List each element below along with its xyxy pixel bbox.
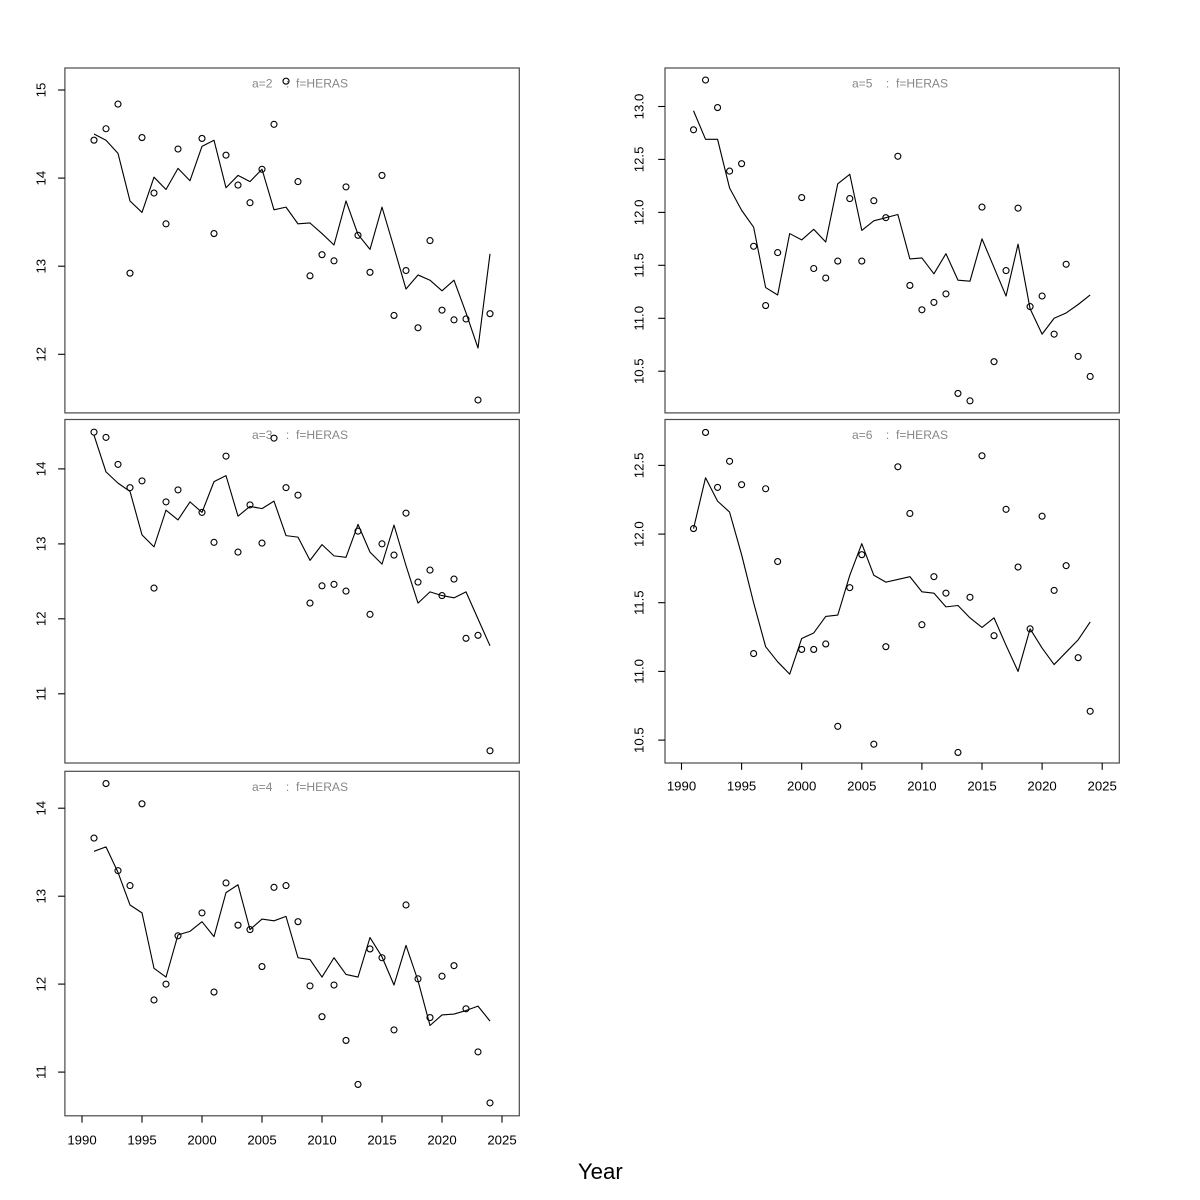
svg-text:2015: 2015	[367, 1132, 396, 1147]
svg-text:15: 15	[34, 83, 49, 98]
svg-text:13.0: 13.0	[632, 94, 647, 120]
svg-text:a=6 : f=HERAS: a=6 : f=HERAS	[852, 428, 948, 442]
svg-text:12: 12	[34, 347, 49, 362]
svg-text:10.5: 10.5	[632, 358, 647, 384]
svg-text:2010: 2010	[907, 779, 936, 794]
svg-text:13: 13	[34, 259, 49, 274]
svg-text:1990: 1990	[67, 1132, 96, 1147]
svg-text:11.0: 11.0	[632, 659, 647, 684]
svg-text:12: 12	[34, 611, 49, 626]
svg-text:11: 11	[34, 1065, 49, 1079]
svg-text:2020: 2020	[1027, 779, 1056, 794]
svg-text:2005: 2005	[847, 779, 876, 794]
svg-text:11.5: 11.5	[632, 590, 647, 615]
svg-text:13: 13	[34, 537, 49, 552]
svg-text:Year: Year	[578, 1159, 623, 1184]
svg-text:2005: 2005	[247, 1132, 276, 1147]
svg-text:11: 11	[34, 687, 49, 701]
svg-text:13: 13	[34, 889, 49, 904]
svg-text:1995: 1995	[727, 779, 756, 794]
svg-text:12: 12	[34, 977, 49, 992]
svg-text:12.5: 12.5	[632, 147, 647, 173]
svg-text:2025: 2025	[487, 1132, 516, 1147]
svg-text:1990: 1990	[667, 779, 696, 794]
svg-text:2010: 2010	[307, 1132, 336, 1147]
svg-text:11.5: 11.5	[632, 253, 647, 278]
svg-text:2000: 2000	[187, 1132, 216, 1147]
svg-text:12.0: 12.0	[632, 521, 647, 547]
svg-text:2025: 2025	[1088, 779, 1117, 794]
svg-text:14: 14	[34, 801, 49, 816]
svg-text:2000: 2000	[787, 779, 816, 794]
svg-text:2020: 2020	[427, 1132, 456, 1147]
svg-text:14: 14	[34, 462, 49, 477]
svg-text:12.0: 12.0	[632, 200, 647, 226]
svg-text:10.5: 10.5	[632, 727, 647, 753]
svg-text:a=3 : f=HERAS: a=3 : f=HERAS	[252, 428, 348, 442]
svg-text:2015: 2015	[967, 779, 996, 794]
svg-text:11.0: 11.0	[632, 306, 647, 331]
svg-text:1995: 1995	[127, 1132, 156, 1147]
svg-text:a=4 : f=HERAS: a=4 : f=HERAS	[252, 780, 348, 794]
svg-text:a=5 : f=HERAS: a=5 : f=HERAS	[852, 77, 948, 91]
svg-text:14: 14	[34, 171, 49, 186]
svg-text:12.5: 12.5	[632, 453, 647, 479]
svg-text:a=2 : f=HERAS: a=2 : f=HERAS	[252, 77, 348, 91]
